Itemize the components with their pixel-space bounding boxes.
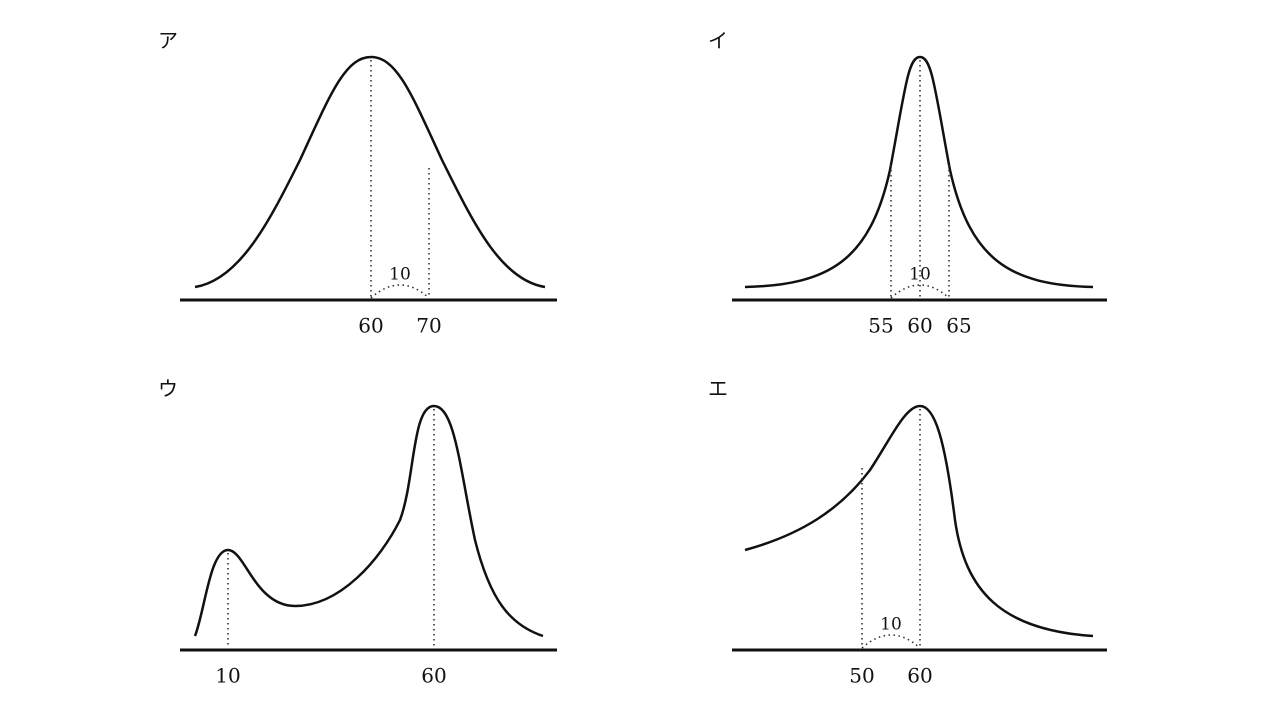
curve — [744, 404, 1094, 638]
curve — [193, 404, 544, 638]
tick-label: 60 — [358, 314, 383, 338]
tick-label: 55 — [868, 314, 893, 338]
span-arc — [370, 284, 430, 299]
span-label: 10 — [389, 265, 411, 285]
panel-e: エ 10 50 60 — [708, 377, 1107, 688]
panel-label: ア — [158, 29, 178, 53]
span-label: 10 — [909, 265, 931, 285]
tick-label: 60 — [907, 314, 932, 338]
curve — [744, 55, 1094, 289]
tick-label: 70 — [416, 314, 441, 338]
panel-i: イ 10 55 60 65 — [708, 29, 1107, 338]
tick-label: 65 — [946, 314, 971, 338]
tick-label: 60 — [421, 664, 446, 688]
span-label: 10 — [880, 615, 902, 635]
tick-label: 50 — [849, 664, 874, 688]
panel-a: ア 10 60 70 — [158, 29, 557, 338]
tick-label: 10 — [215, 664, 240, 688]
panel-label: イ — [708, 29, 728, 53]
tick-label: 60 — [907, 664, 932, 688]
panel-u: ウ 10 60 — [158, 377, 557, 688]
span-arc — [861, 634, 921, 649]
panel-label: ウ — [158, 377, 178, 401]
curve — [194, 55, 546, 289]
panel-label: エ — [708, 377, 728, 401]
